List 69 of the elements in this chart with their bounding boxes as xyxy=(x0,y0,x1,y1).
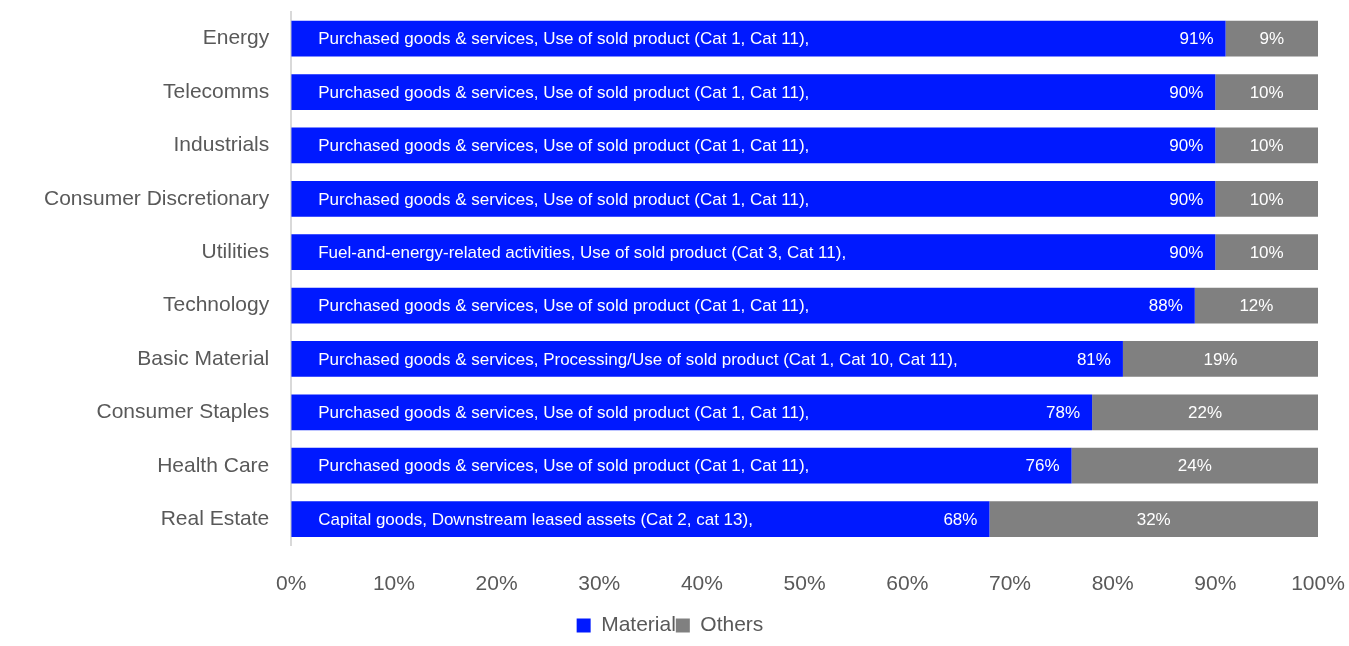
bar xyxy=(1194,287,1318,324)
annotation: Purchased goods & services, Use of sold product (Cat 1, Cat 11), xyxy=(318,29,810,49)
bar xyxy=(291,234,1216,271)
data-label: 90% xyxy=(1169,136,1204,156)
data-label: 19% xyxy=(1203,349,1238,369)
y-tick-label: Consumer Discretionary xyxy=(43,185,270,209)
data-label: 10% xyxy=(1249,189,1284,209)
data-label: 32% xyxy=(1136,509,1171,529)
bar xyxy=(1215,234,1318,271)
annotation: Purchased goods & services, Use of sold product (Cat 1, Cat 11), xyxy=(318,403,810,423)
bar xyxy=(1092,394,1318,431)
data-label: 88% xyxy=(1148,296,1183,316)
y-tick-label: Telecomms xyxy=(163,78,270,102)
bar xyxy=(1215,180,1318,217)
annotation: Purchased goods & services, Use of sold product (Cat 1, Cat 11), xyxy=(318,456,810,476)
bar xyxy=(291,74,1216,110)
bar xyxy=(1225,20,1318,57)
annotation: Purchased goods & services, Use of sold product (Cat 1, Cat 11), xyxy=(318,296,810,316)
bar xyxy=(291,20,1226,57)
bar xyxy=(1215,74,1318,110)
data-label: 78% xyxy=(1046,403,1081,423)
y-tick-label: Real Estate xyxy=(160,505,270,529)
annotation: Capital goods, Downstream leased assets (Cat 2, cat 13), xyxy=(318,509,753,529)
bar xyxy=(989,501,1318,537)
data-label: 90% xyxy=(1169,242,1204,262)
data-label: 90% xyxy=(1169,189,1204,209)
data-label: 10% xyxy=(1249,242,1284,262)
data-label: 9% xyxy=(1259,29,1285,49)
bar xyxy=(1122,341,1318,377)
data-label: 12% xyxy=(1239,296,1274,316)
x-tick-label: 100% xyxy=(1291,571,1345,595)
y-tick-label: Health Care xyxy=(157,452,270,476)
data-label: 24% xyxy=(1177,456,1212,476)
y-tick-label: Energy xyxy=(202,25,270,49)
bar xyxy=(291,447,1072,484)
y-tick-label: Technology xyxy=(162,292,270,316)
data-label: 76% xyxy=(1025,456,1060,476)
y-tick-label: Consumer Staples xyxy=(96,399,270,423)
bar xyxy=(291,180,1216,217)
annotation: Fuel-and-energy-related activities, Use of sold product (Cat 3, Cat 11), xyxy=(318,242,847,262)
bar xyxy=(1071,447,1318,484)
annotation: Purchased goods & services, Use of sold product (Cat 1, Cat 11), xyxy=(318,136,810,156)
bar xyxy=(1215,127,1318,164)
x-tick-label: 80% xyxy=(1091,571,1134,595)
data-label: 68% xyxy=(943,509,978,529)
x-tick-label: 60% xyxy=(886,571,929,595)
x-tick-label: 50% xyxy=(783,571,826,595)
x-tick-label: 30% xyxy=(578,571,621,595)
x-tick-label: 40% xyxy=(680,571,723,595)
y-tick-label: Industrials xyxy=(173,132,270,156)
legend-label: Others xyxy=(700,612,764,636)
annotation: Purchased goods & services, Use of sold product (Cat 1, Cat 11), xyxy=(318,82,810,102)
y-tick-label: Basic Material xyxy=(137,345,270,369)
data-label: 91% xyxy=(1179,29,1214,49)
x-tick-label: 10% xyxy=(372,571,415,595)
y-tick-label: Utilities xyxy=(201,239,270,263)
data-label: 81% xyxy=(1076,349,1111,369)
data-label: 10% xyxy=(1249,82,1284,102)
x-tick-label: 70% xyxy=(988,571,1031,595)
annotation: Purchased goods & services, Use of sold product (Cat 1, Cat 11), xyxy=(318,189,810,209)
bar xyxy=(291,394,1093,431)
legend-label: Material xyxy=(601,612,676,636)
data-label: 22% xyxy=(1188,403,1223,423)
data-label: 90% xyxy=(1169,82,1204,102)
x-tick-label: 90% xyxy=(1194,571,1237,595)
annotation: Purchased goods & services, Processing/Use of sold product (Cat 1, Cat 10, Cat 11), xyxy=(318,349,958,369)
data-label: 10% xyxy=(1249,136,1284,156)
x-tick-label: 0% xyxy=(276,571,307,595)
x-tick-label: 20% xyxy=(475,571,518,595)
